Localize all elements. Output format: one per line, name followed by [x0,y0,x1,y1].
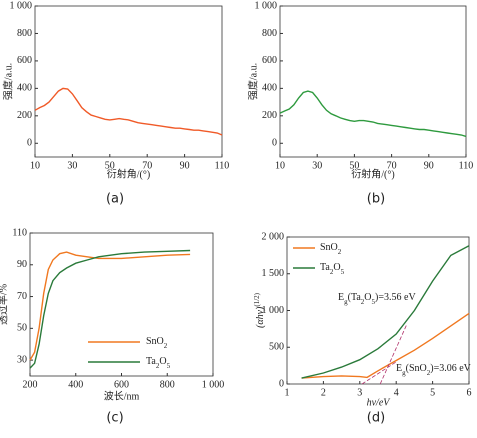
caption: (a) [106,192,124,207]
y-axis-label: (αhν)(1/2) [253,292,267,328]
y-tick-label: 110 [12,227,27,238]
x-axis-label: hν/eV [367,397,392,408]
y-tick-label: 400 [17,83,32,94]
x-tick-label: 3 [357,387,362,398]
y-tick-label: 1 000 [262,305,285,316]
x-tick-label: 400 [68,379,83,390]
y-tick-label: 90 [17,259,27,270]
caption: (d) [367,411,385,426]
y-tick-label: 600 [262,55,277,66]
y-axis-label: 强度/a.u. [1,63,14,100]
y-tick-label: 600 [17,55,32,66]
x-tick-label: 70 [387,160,397,171]
x-tick-label: 1 000 [202,379,225,390]
y-tick-label: 70 [17,291,27,302]
y-tick-label: 1 000 [10,0,33,11]
y-tick-label: 30 [17,354,27,365]
x-axis-label: 衍射角/(°) [107,167,150,180]
data-line [301,245,470,379]
data-line [29,251,191,361]
x-tick-label: 70 [142,160,152,171]
x-tick-label: 1 [285,387,290,398]
x-tick-label: 200 [23,379,38,390]
y-tick-label: 1 500 [262,268,285,279]
y-tick-label: 200 [17,110,32,121]
y-tick-label: 800 [262,28,277,39]
tangent-line [361,361,397,385]
caption: (c) [106,411,123,426]
y-tick-label: 0 [27,138,32,149]
data-line [34,87,223,136]
tangent-line [379,323,408,385]
y-tick-label: 50 [17,323,27,334]
x-axis-label: 波长/nm [104,389,140,402]
legend-label: SnO2 [146,336,168,349]
x-tick-label: 90 [424,160,434,171]
x-tick-label: 110 [459,160,474,171]
data-line [301,312,470,379]
x-tick-label: 800 [160,379,175,390]
legend-label: Ta2O5 [146,356,171,369]
caption: (b) [367,192,385,207]
y-tick-label: 2 000 [262,231,285,242]
x-axis-label: 衍射角/(°) [351,167,394,180]
legend-label: SnO2 [320,242,342,255]
annotation: Eg(SnO2)=3.06 eV [396,363,472,376]
annotation: Eg(Ta2O5)=3.56 eV [338,292,416,305]
x-tick-label: 6 [467,387,472,398]
x-tick-label: 110 [215,160,230,171]
y-tick-label: 0 [272,138,277,149]
y-tick-label: 500 [269,342,284,353]
x-tick-label: 5 [430,387,435,398]
y-tick-label: 200 [262,110,277,121]
data-line [279,90,467,138]
x-tick-label: 10 [275,160,285,171]
x-tick-label: 600 [114,379,129,390]
x-tick-label: 90 [180,160,190,171]
x-tick-label: 4 [394,387,399,398]
y-tick-label: 1 000 [255,0,278,11]
y-tick-label: 0 [279,378,284,389]
legend-label: Ta2O5 [320,262,345,275]
x-tick-label: 2 [321,387,326,398]
data-line [29,249,191,369]
y-axis-label: 强度/a.u. [246,63,259,100]
y-tick-label: 400 [262,83,277,94]
x-tick-label: 10 [30,160,40,171]
x-tick-label: 30 [67,160,77,171]
plot-frame [34,5,223,158]
y-axis-label: 透过率/% [0,284,9,325]
y-tick-label: 800 [17,28,32,39]
x-tick-label: 30 [312,160,322,171]
x-tick-label: 50 [349,160,359,171]
x-tick-label: 50 [105,160,115,171]
plot-frame [286,236,470,385]
plot-frame [279,5,467,158]
